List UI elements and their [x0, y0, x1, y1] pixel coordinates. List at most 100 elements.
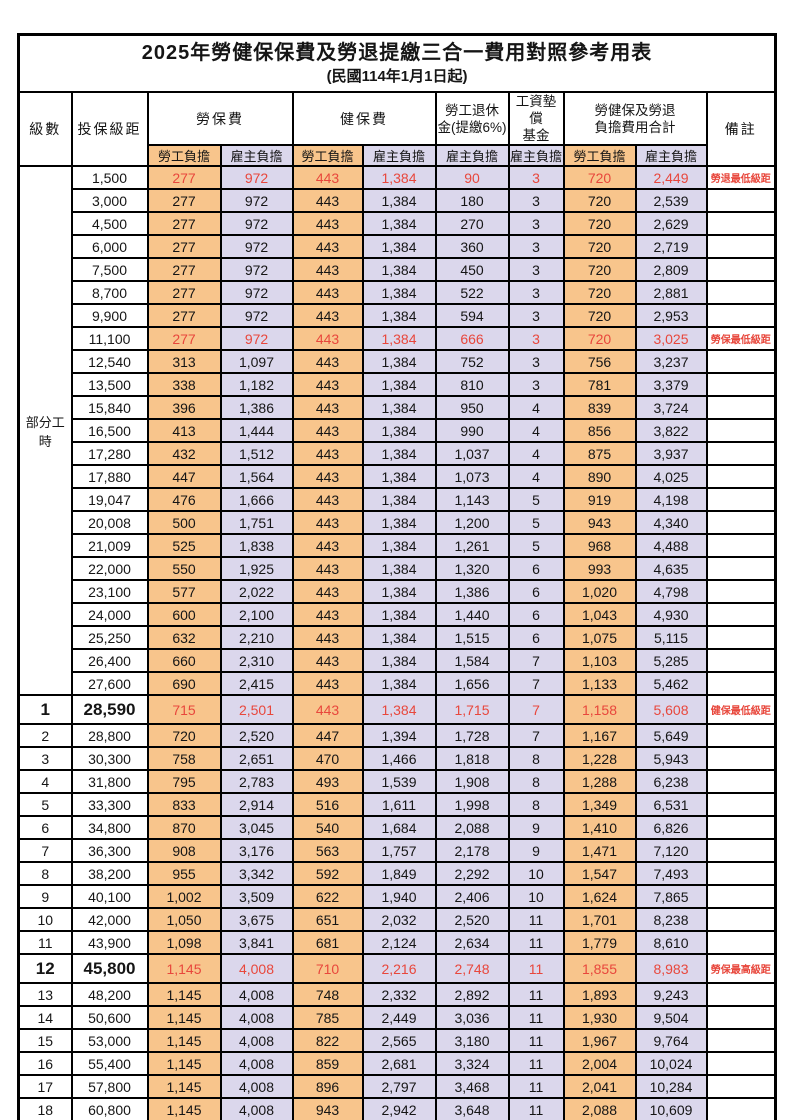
labor-employee-cell: 758: [146, 746, 222, 771]
total-employee-cell: 2,088: [562, 1097, 637, 1120]
total-employee-cell: 2,041: [562, 1074, 637, 1099]
labor-employer-cell: 2,501: [219, 694, 294, 725]
salary-bracket-cell: 19,047: [70, 487, 149, 512]
labor-employee-cell: 476: [146, 487, 222, 512]
wage-fund-employer-cell: 5: [507, 487, 565, 512]
health-employer-cell: 1,757: [361, 838, 437, 863]
total-employer-cell: 5,943: [634, 746, 708, 771]
labor-employee-cell: 1,002: [146, 884, 222, 909]
salary-bracket-cell: 48,200: [70, 982, 149, 1007]
labor-employer-cell: 972: [219, 165, 294, 190]
wage-fund-employer-cell: 3: [507, 280, 565, 305]
subheader-total-employer: 雇主負擔: [634, 144, 708, 167]
health-employee-cell: 443: [291, 487, 364, 512]
total-employer-cell: 4,930: [634, 602, 708, 627]
health-employee-cell: 443: [291, 234, 364, 259]
labor-employer-cell: 1,386: [219, 395, 294, 420]
wage-fund-employer-cell: 4: [507, 464, 565, 489]
pension-employer-cell: 1,037: [434, 441, 510, 466]
level-cell: 16: [17, 1051, 73, 1076]
wage-fund-employer-cell: 3: [507, 165, 565, 190]
table-row: 10 42,000 1,050 3,675 651 2,032 2,520 11 1,701 8,…: [17, 907, 777, 932]
health-employer-cell: 1,384: [361, 533, 437, 558]
total-employer-cell: 3,822: [634, 418, 708, 443]
health-employee-cell: 563: [291, 838, 364, 863]
labor-employer-cell: 3,509: [219, 884, 294, 909]
total-employee-cell: 919: [562, 487, 637, 512]
health-employer-cell: 2,032: [361, 907, 437, 932]
labor-employee-cell: 870: [146, 815, 222, 840]
pension-employer-cell: 1,386: [434, 579, 510, 604]
pension-employer-cell: 1,073: [434, 464, 510, 489]
labor-employee-cell: 795: [146, 769, 222, 794]
health-employee-cell: 443: [291, 648, 364, 673]
health-employer-cell: 1,384: [361, 556, 437, 581]
remark-cell: [705, 372, 777, 397]
total-employer-cell: 9,243: [634, 982, 708, 1007]
table-row: 4 31,800 795 2,783 493 1,539 1,908 8 1,288 6,238: [17, 769, 777, 794]
col-header-total: 勞健保及勞退 負擔費用合計: [562, 91, 708, 146]
table-row: 4,500 277 972 443 1,384 270 3 720 2,629: [19, 211, 777, 236]
level-cell: 13: [17, 982, 73, 1007]
health-employer-cell: 1,384: [361, 211, 437, 236]
health-employee-cell: 710: [291, 953, 364, 984]
remark-cell: [705, 861, 777, 886]
total-employee-cell: 1,855: [562, 953, 637, 984]
labor-employer-cell: 3,045: [219, 815, 294, 840]
health-employer-cell: 1,466: [361, 746, 437, 771]
salary-bracket-cell: 42,000: [70, 907, 149, 932]
total-employer-cell: 6,826: [634, 815, 708, 840]
labor-employer-cell: 4,008: [219, 1005, 294, 1030]
level-cell: 2: [17, 723, 73, 748]
wage-fund-employer-cell: 3: [507, 257, 565, 282]
page-subtitle: (民國114年1月1日起): [326, 67, 468, 85]
total-header-line2: 負擔費用合計: [594, 119, 676, 135]
pension-employer-cell: 594: [434, 303, 510, 328]
remark-cell: [705, 648, 777, 673]
labor-employer-cell: 972: [219, 326, 294, 351]
table-row: 24,000 600 2,100 443 1,384 1,440 6 1,043 4,930: [19, 602, 777, 627]
table-row: 15,840 396 1,386 443 1,384 950 4 839 3,724: [19, 395, 777, 420]
table-row: 25,250 632 2,210 443 1,384 1,515 6 1,075 5,115: [19, 625, 777, 650]
salary-bracket-cell: 9,900: [70, 303, 149, 328]
remark-cell: [705, 1051, 777, 1076]
table-row: 3,000 277 972 443 1,384 180 3 720 2,539: [19, 188, 777, 213]
labor-employer-cell: 1,182: [219, 372, 294, 397]
remark-cell: [705, 556, 777, 581]
health-employer-cell: 1,384: [361, 349, 437, 374]
total-employer-cell: 6,531: [634, 792, 708, 817]
total-employee-cell: 2,004: [562, 1051, 637, 1076]
pension-employer-cell: 1,715: [434, 694, 510, 725]
total-employer-cell: 8,238: [634, 907, 708, 932]
total-employer-cell: 5,608: [634, 694, 708, 725]
total-employee-cell: 1,893: [562, 982, 637, 1007]
health-employee-cell: 443: [291, 280, 364, 305]
health-employer-cell: 2,681: [361, 1051, 437, 1076]
wage-fund-employer-cell: 11: [507, 982, 565, 1007]
remark-cell: [705, 1005, 777, 1030]
labor-employee-cell: 313: [146, 349, 222, 374]
wage-fund-employer-cell: 9: [507, 838, 565, 863]
labor-employer-cell: 3,675: [219, 907, 294, 932]
salary-bracket-cell: 45,800: [70, 953, 149, 984]
health-employee-cell: 859: [291, 1051, 364, 1076]
salary-bracket-cell: 15,840: [70, 395, 149, 420]
labor-employer-cell: 2,651: [219, 746, 294, 771]
table-row: 27,600 690 2,415 443 1,384 1,656 7 1,133 5,462: [19, 671, 777, 696]
health-employer-cell: 1,384: [361, 510, 437, 535]
table-row: 8 38,200 955 3,342 592 1,849 2,292 10 1,547 7,493: [17, 861, 777, 886]
health-employee-cell: 443: [291, 533, 364, 558]
subheader-labor-employer: 雇主負擔: [219, 144, 294, 167]
labor-employee-cell: 1,145: [146, 982, 222, 1007]
table-row: 23,100 577 2,022 443 1,384 1,386 6 1,020 4,798: [19, 579, 777, 604]
remark-cell: [705, 349, 777, 374]
wage-fund-employer-cell: 4: [507, 441, 565, 466]
labor-employer-cell: 2,415: [219, 671, 294, 696]
total-employer-cell: 3,937: [634, 441, 708, 466]
labor-employer-cell: 1,512: [219, 441, 294, 466]
table-row: 19,047 476 1,666 443 1,384 1,143 5 919 4,198: [19, 487, 777, 512]
remark-cell: [705, 303, 777, 328]
remark-cell: [705, 257, 777, 282]
remark-cell: [705, 746, 777, 771]
salary-bracket-cell: 4,500: [70, 211, 149, 236]
